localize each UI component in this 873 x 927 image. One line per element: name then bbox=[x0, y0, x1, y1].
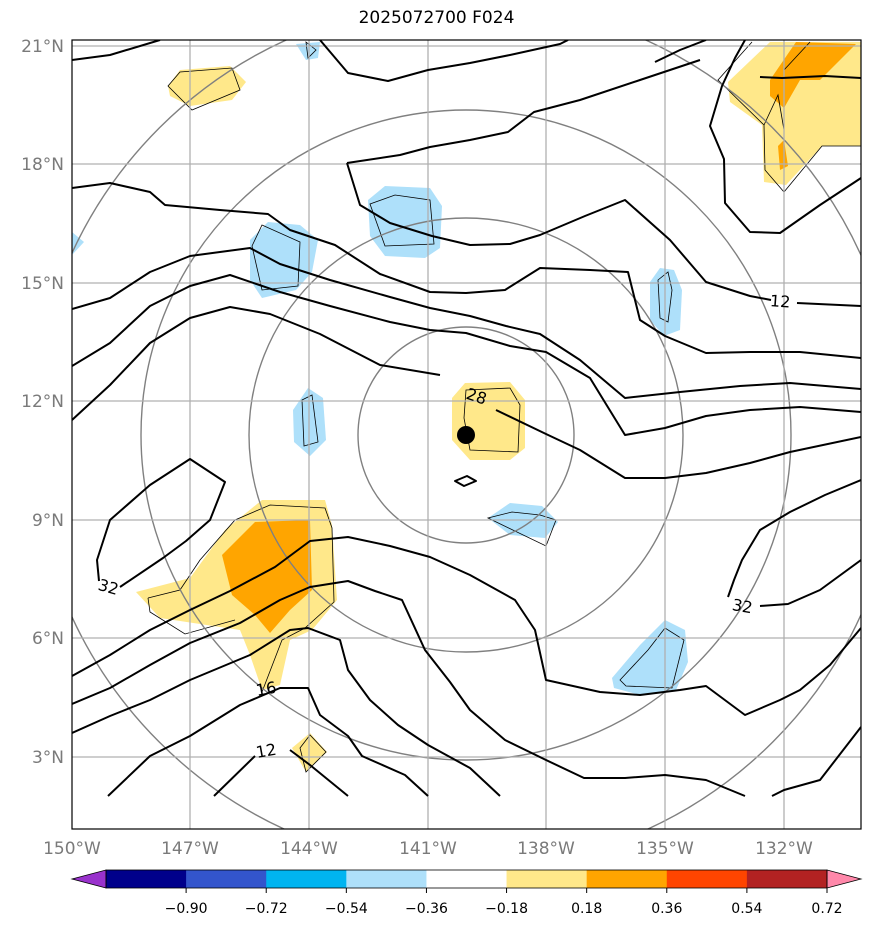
latitude-labels: 21°N 18°N 15°N 12°N 9°N 6°N 3°N bbox=[21, 37, 64, 768]
colorbar-extend-min-outline bbox=[70, 869, 107, 889]
longitude-labels: 150°W 147°W 144°W 141°W 138°W 135°W 132°… bbox=[43, 839, 813, 859]
lat-label: 9°N bbox=[32, 511, 64, 531]
colorbar-segment bbox=[586, 870, 668, 888]
contour-label-16: 16 bbox=[254, 678, 277, 700]
lon-label: 138°W bbox=[517, 839, 575, 859]
colorbar-tick-label: 0.54 bbox=[731, 901, 762, 917]
range-rings bbox=[72, 40, 861, 829]
lat-label: 18°N bbox=[21, 155, 64, 175]
colorbar-tick-label: −0.36 bbox=[405, 901, 448, 917]
contour-label-12-east: 12 bbox=[769, 291, 791, 311]
colorbar-tick-label: 0.36 bbox=[651, 901, 682, 917]
map-title: 2025072700 F024 bbox=[358, 8, 515, 28]
lon-label: 144°W bbox=[280, 839, 338, 859]
lat-label: 6°N bbox=[32, 629, 64, 649]
colorbar-segment bbox=[346, 870, 427, 888]
colorbar-extend-max-outline bbox=[826, 869, 863, 889]
colorbar-tick-label: 0.72 bbox=[811, 901, 842, 917]
colorbar-segment bbox=[186, 870, 267, 888]
lon-label: 135°W bbox=[636, 839, 694, 859]
lon-label: 147°W bbox=[161, 839, 219, 859]
colorbar-extend-min bbox=[72, 870, 106, 888]
plot-area: 12 28 32 32 16 12 bbox=[72, 40, 861, 829]
colorbar-tick-label: −0.72 bbox=[245, 901, 288, 917]
lat-label: 12°N bbox=[21, 392, 64, 412]
contour-label-32-west: 32 bbox=[96, 575, 121, 599]
contour-labels: 12 28 32 32 16 12 bbox=[96, 291, 791, 762]
colorbar-segment bbox=[426, 870, 508, 888]
colorbar-extend-max bbox=[827, 870, 861, 888]
colorbar-segment bbox=[666, 870, 748, 888]
lon-label: 150°W bbox=[43, 839, 101, 859]
colorbar-tick-label: −0.90 bbox=[165, 901, 208, 917]
plot-frame bbox=[71, 39, 862, 830]
gridlines bbox=[72, 40, 861, 829]
colorbar-segment bbox=[106, 870, 187, 888]
contour-label-32-east: 32 bbox=[731, 595, 754, 617]
heavy-contours bbox=[72, 40, 861, 797]
colorbar: −0.90 −0.72 −0.54 −0.36 −0.18 0.18 0.36 0.54 0.7… bbox=[70, 869, 863, 917]
colorbar-tick-label: 0.18 bbox=[571, 901, 602, 917]
lon-label: 132°W bbox=[755, 839, 813, 859]
lat-label: 3°N bbox=[32, 748, 64, 768]
colorbar-segment bbox=[746, 870, 828, 888]
contour-label-12-south: 12 bbox=[254, 740, 277, 762]
colorbar-segment bbox=[266, 870, 347, 888]
lon-label: 141°W bbox=[399, 839, 457, 859]
storm-center-marker bbox=[457, 426, 475, 444]
thin-outlines bbox=[147, 41, 861, 773]
colorbar-segment bbox=[506, 870, 588, 888]
lat-label: 21°N bbox=[21, 37, 64, 57]
colorbar-tick-label: −0.54 bbox=[325, 901, 368, 917]
colorbar-tick-label: −0.18 bbox=[485, 901, 528, 917]
lat-label: 15°N bbox=[21, 274, 64, 294]
